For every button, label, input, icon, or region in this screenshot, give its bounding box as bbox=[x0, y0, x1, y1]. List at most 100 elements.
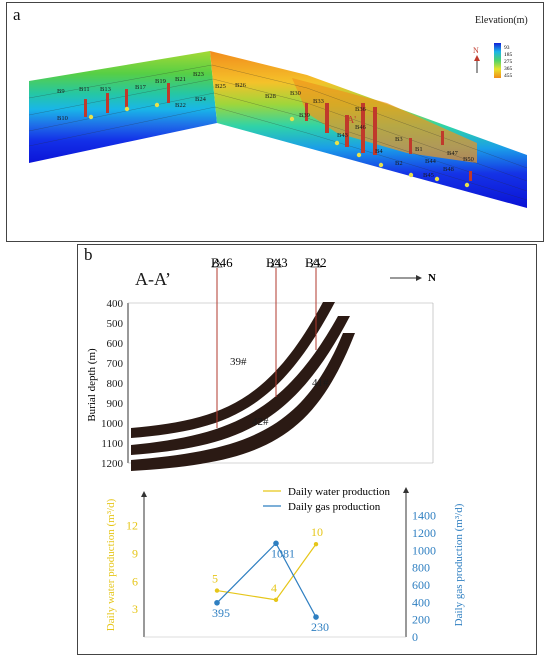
gas-data-label: 1081 bbox=[271, 546, 295, 560]
well-label: B50 bbox=[463, 156, 474, 163]
well-label: B30 bbox=[290, 90, 301, 97]
well-label: B24 bbox=[195, 96, 207, 103]
right-tick-label: 800 bbox=[412, 561, 430, 575]
elevation-map: B9 B10 B11 B13 B17 B19 B21 B22 B23 B24 B… bbox=[28, 15, 528, 208]
seam-label-41: 41# bbox=[312, 377, 329, 389]
map-left-limb bbox=[29, 51, 217, 163]
well-label: B46 bbox=[355, 124, 367, 131]
panel-a-elevation-map: a bbox=[6, 2, 544, 242]
panel-b-label: b bbox=[84, 245, 93, 264]
well-label: B47 bbox=[447, 150, 459, 157]
water-data-label: 4 bbox=[271, 581, 277, 595]
depth-tick: 600 bbox=[107, 338, 124, 350]
well-label: B48 bbox=[443, 166, 454, 173]
seam-labels: 39# 42# 41# bbox=[230, 356, 329, 428]
well-label: B17 bbox=[135, 84, 147, 91]
well-label: B13 bbox=[100, 86, 111, 93]
legend-tick: 275 bbox=[504, 59, 513, 65]
right-axis-label: Daily gas production (m³/d) bbox=[453, 503, 465, 626]
depth-tick: 800 bbox=[107, 378, 124, 390]
gas-data-label: 230 bbox=[311, 620, 329, 634]
depth-tick: 700 bbox=[107, 358, 124, 370]
well-label: B21 bbox=[175, 76, 186, 83]
seam-label-42: 42# bbox=[252, 416, 269, 428]
left-tick-label: 6 bbox=[132, 574, 138, 588]
left-tick-label: 3 bbox=[132, 602, 138, 616]
coal-seam-41 bbox=[131, 333, 355, 471]
water-data-label: 5 bbox=[212, 572, 218, 586]
coal-seams bbox=[131, 302, 355, 471]
well-label: B2 bbox=[395, 160, 403, 167]
well-label: B19 bbox=[155, 78, 166, 85]
left-tick-label: 9 bbox=[132, 546, 138, 560]
well-label: B28 bbox=[265, 93, 276, 100]
well-markers bbox=[84, 83, 472, 188]
water-point bbox=[313, 541, 319, 547]
gas-point bbox=[214, 599, 220, 606]
north-arrow-b: N bbox=[390, 272, 436, 284]
right-tick-label: 200 bbox=[412, 613, 430, 627]
water-data-label: 10 bbox=[311, 525, 323, 539]
well-labels: B9 B10 B11 B13 B17 B19 B21 B22 B23 B24 B… bbox=[57, 71, 474, 179]
legend-water: Daily water production bbox=[288, 486, 391, 498]
well-label: B3 bbox=[395, 136, 403, 143]
production-chart: 3 6 9 12 0 200 400 600 800 1000 1200 1400 Daily wa… bbox=[105, 486, 465, 644]
gas-data-label: 395 bbox=[212, 606, 230, 620]
legend-tick: 455 bbox=[504, 73, 513, 79]
north-arrow: N bbox=[473, 46, 480, 73]
well-label: B43 bbox=[337, 132, 348, 139]
water-point bbox=[273, 597, 279, 603]
panel-b-cross-section: b A-A’ N 400 500 600 700 800 900 1000 11… bbox=[77, 244, 537, 655]
depth-tick: 500 bbox=[107, 318, 124, 330]
depth-tick: 900 bbox=[107, 398, 124, 410]
right-tick-label: 600 bbox=[412, 578, 430, 592]
section-title: A-A’ bbox=[135, 269, 171, 289]
well-label: B4 bbox=[375, 148, 383, 155]
section-wells: B46 B43 B42 bbox=[211, 255, 327, 428]
legend-tick: 93 bbox=[504, 45, 510, 51]
section-label-a-prime: A' bbox=[347, 115, 356, 126]
gas-point bbox=[313, 614, 319, 620]
well-label: B36 bbox=[355, 106, 367, 113]
depth-axis-label: Burial depth (m) bbox=[86, 348, 98, 422]
well-label: B9 bbox=[57, 88, 65, 95]
gas-series-line bbox=[216, 542, 317, 618]
panel-a-label: a bbox=[13, 5, 21, 24]
well-label: B23 bbox=[193, 71, 204, 78]
legend-tick: 365 bbox=[504, 66, 513, 72]
depth-tick: 1000 bbox=[101, 418, 124, 430]
left-tick-label: 12 bbox=[126, 519, 138, 533]
well-label-b42: B42 bbox=[305, 255, 327, 270]
depth-tick: 1200 bbox=[101, 458, 124, 470]
right-tick-label: 400 bbox=[412, 595, 430, 609]
chart-legend: Daily water production Daily gas product… bbox=[263, 486, 391, 513]
cross-section-figure: A-A’ N 400 500 600 700 800 900 1000 1100… bbox=[86, 255, 465, 644]
depth-axis: 400 500 600 700 800 900 1000 1100 1200 B… bbox=[86, 298, 434, 470]
depth-tick: 1100 bbox=[101, 438, 123, 450]
right-tick-label: 1400 bbox=[412, 509, 436, 523]
north-label: N bbox=[473, 46, 479, 55]
water-point bbox=[214, 588, 220, 593]
left-axis-label: Daily water production (m³/d) bbox=[105, 498, 117, 631]
gas-point bbox=[273, 540, 279, 547]
elevation-legend: Elevation(m) 93 185 275 365 455 bbox=[475, 15, 528, 79]
right-tick-label: 1000 bbox=[412, 543, 436, 557]
coal-seam-39 bbox=[131, 302, 335, 438]
well-label-b43: B43 bbox=[266, 255, 288, 270]
well-label: B11 bbox=[79, 86, 90, 93]
well-label: B26 bbox=[235, 82, 247, 89]
legend-title: Elevation(m) bbox=[475, 15, 528, 26]
north-label-b: N bbox=[428, 272, 436, 284]
well-label: B22 bbox=[175, 102, 186, 109]
well-label: B39 bbox=[299, 112, 310, 119]
right-tick-label: 0 bbox=[412, 630, 418, 644]
well-label: B25 bbox=[215, 83, 226, 90]
well-label: B10 bbox=[57, 115, 68, 122]
coal-seam-42 bbox=[131, 316, 350, 455]
well-label: B1 bbox=[415, 146, 423, 153]
legend-gas: Daily gas production bbox=[288, 501, 381, 513]
seam-label-39: 39# bbox=[230, 356, 247, 368]
well-label-b46: B46 bbox=[211, 255, 233, 270]
legend-tick: 185 bbox=[504, 52, 513, 58]
well-label: B33 bbox=[313, 98, 324, 105]
